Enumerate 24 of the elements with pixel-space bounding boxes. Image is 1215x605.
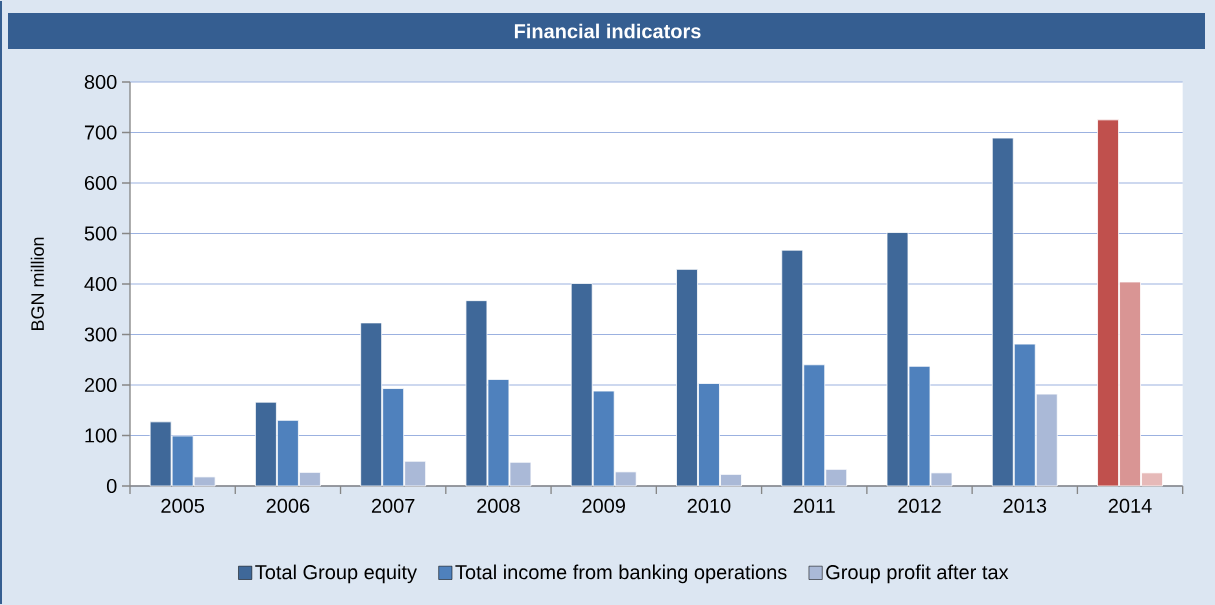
x-tick-label: 2014 [1108,498,1152,513]
y-tick-label: 800 [84,74,117,90]
x-tick-label: 2010 [687,498,731,513]
y-axis-title: BGN million [30,237,44,331]
chart-title: Financial indicators [514,23,701,39]
y-tick-label: 0 [106,478,117,494]
y-tick-label: 600 [84,175,117,191]
y-tick-label: 400 [84,276,117,292]
x-tick-label: 2007 [371,498,415,513]
x-tick-label: 2011 [793,498,835,513]
y-tick-label: 700 [84,125,117,140]
y-tick-label: 200 [84,377,117,393]
legend-label: Group profit after tax [826,564,1009,584]
x-tick-label: 2008 [477,498,520,513]
y-tick-label: 100 [85,428,117,443]
y-tick-label: 300 [84,327,117,342]
legend-label: Total Group equity [255,564,417,584]
x-tick-label: 2006 [266,498,310,513]
y-tick-label: 500 [84,226,117,241]
x-tick-label: 2012 [898,498,941,513]
legend-label: Total income from banking operations [455,564,787,584]
x-tick-label: 2005 [161,498,205,513]
x-tick-label: 2013 [1003,498,1047,513]
x-tick-label: 2009 [582,498,625,513]
